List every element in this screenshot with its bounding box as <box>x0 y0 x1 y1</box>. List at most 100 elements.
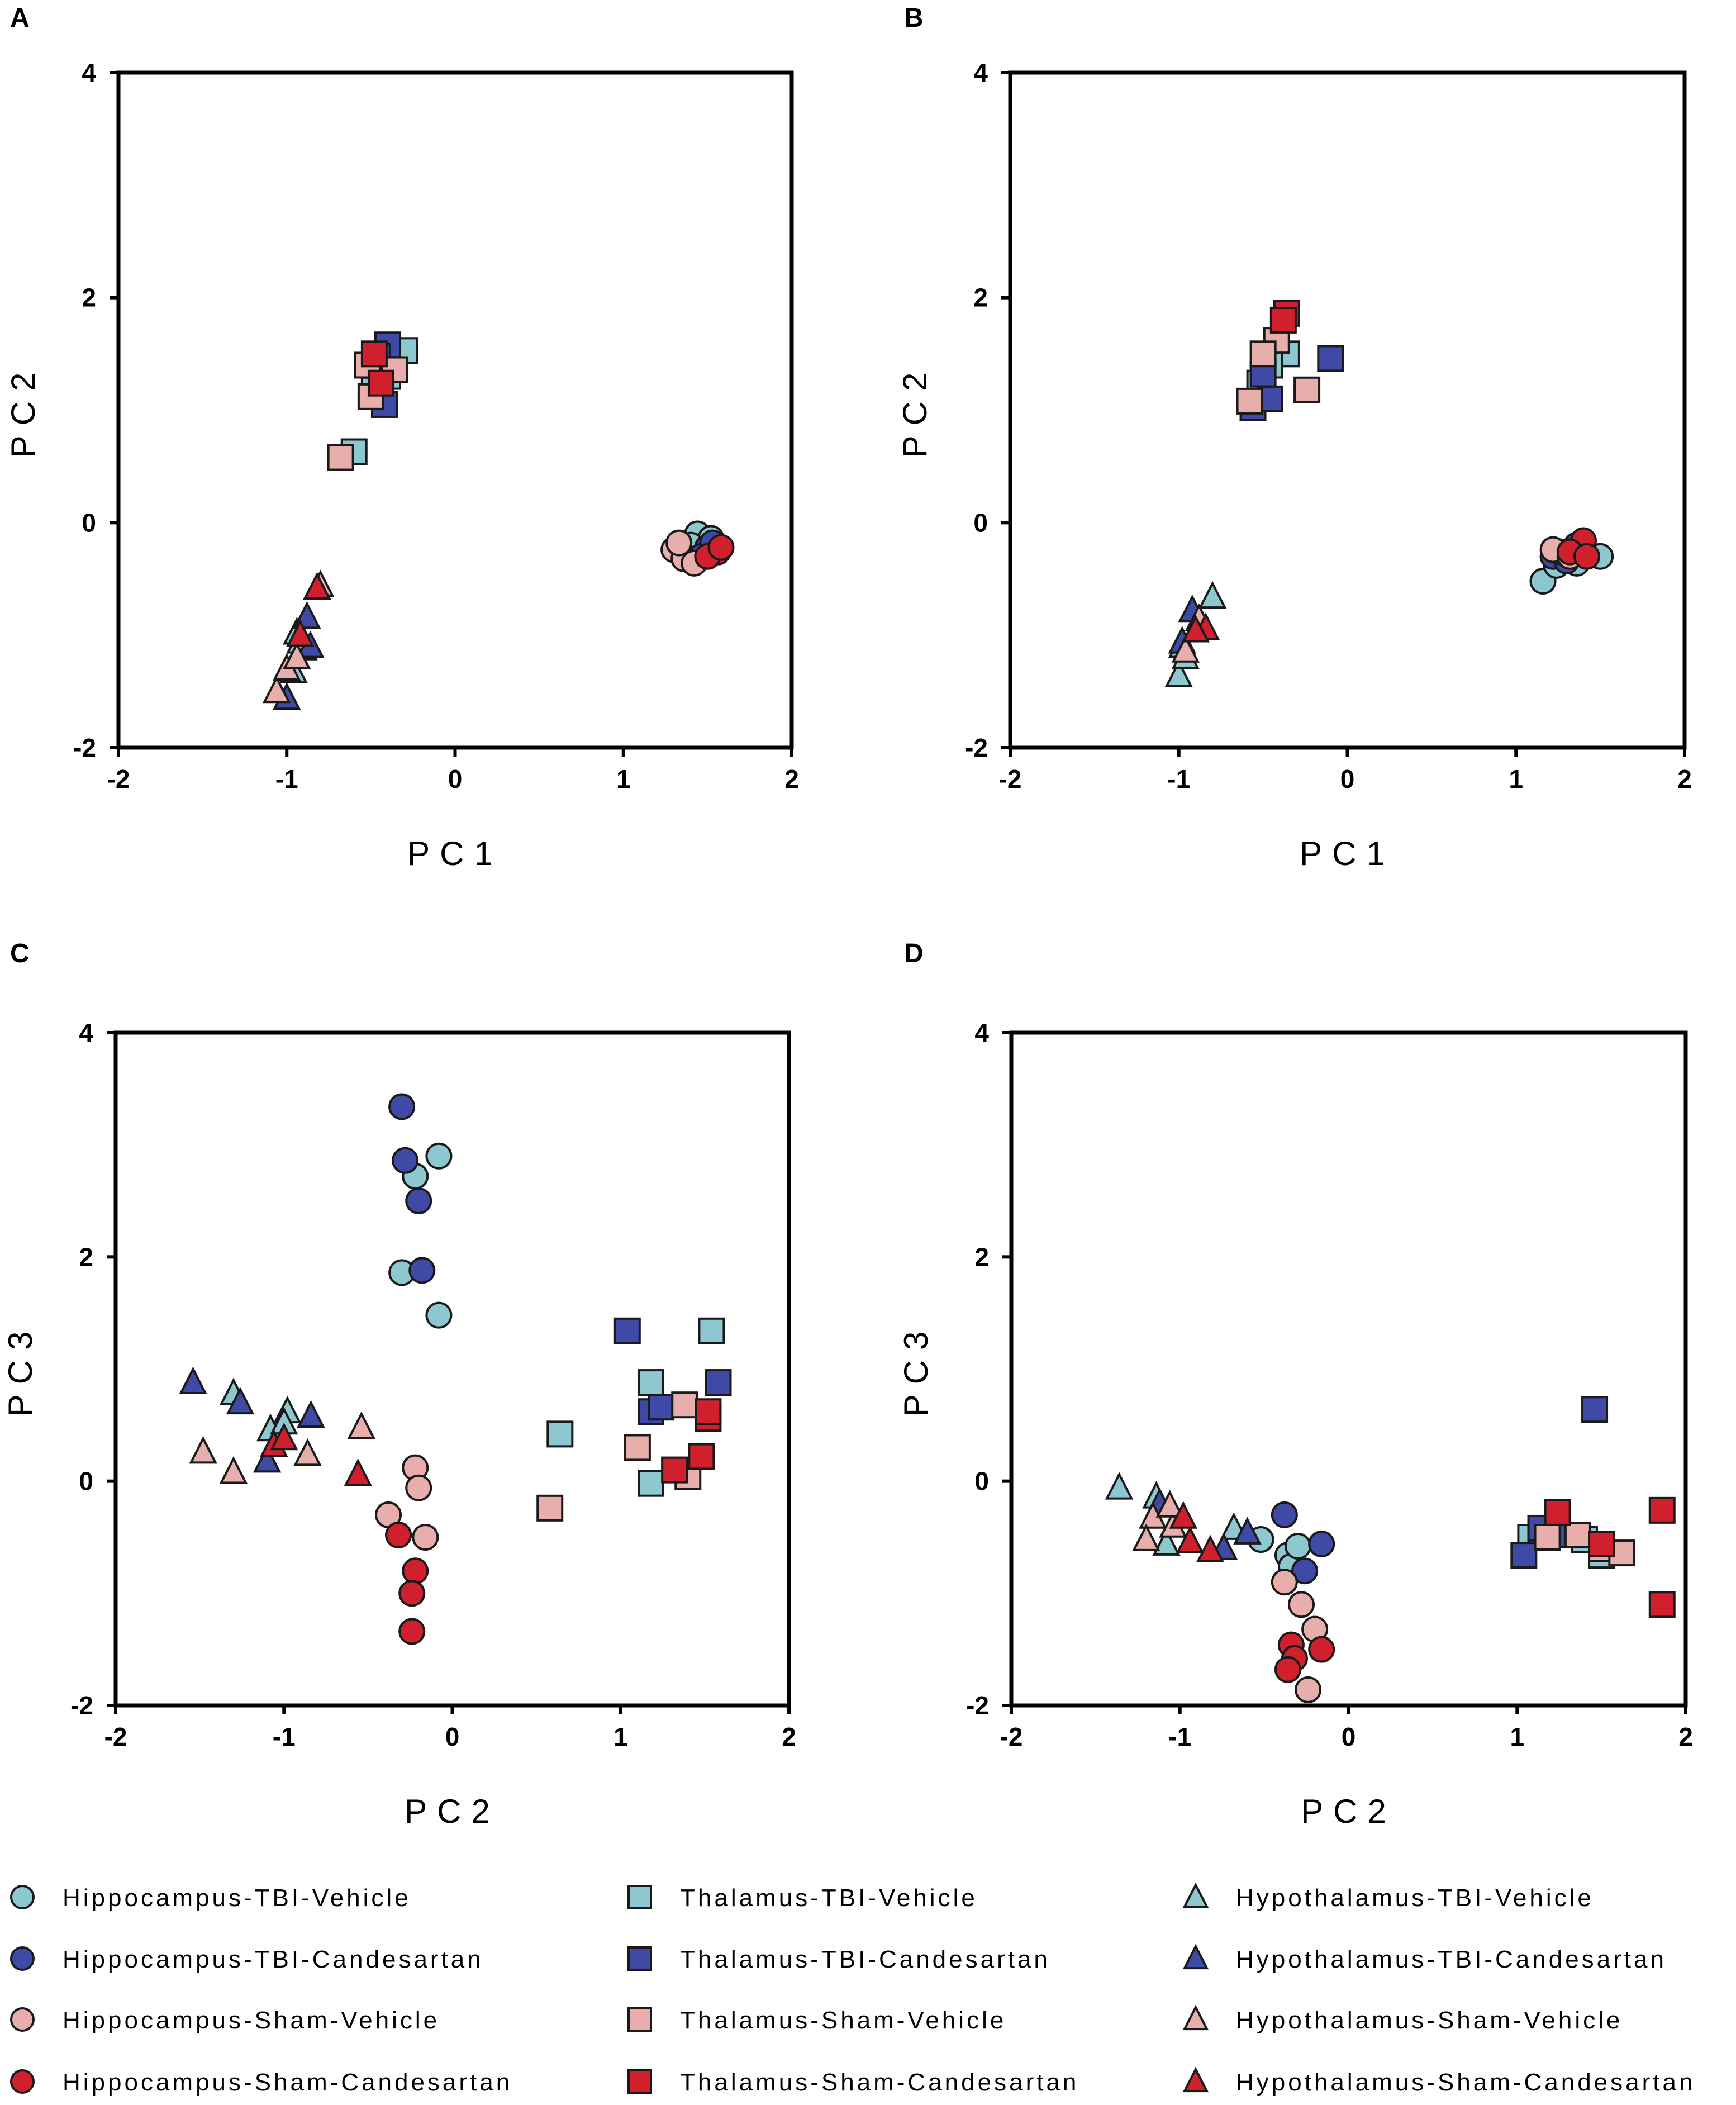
legend-item-thalamus-tbi-candesartan: Thalamus-TBI-Candesartan <box>627 1946 1050 1973</box>
series-hippocampus-sham-candesartan <box>1556 527 1600 570</box>
x-axis-title: PC2 <box>1301 1793 1396 1830</box>
legend-label: Thalamus-Sham-Vehicle <box>680 2007 1006 2034</box>
legend-item-thalamus-sham-candesartan: Thalamus-Sham-Candesartan <box>627 2069 1079 2096</box>
series-hypothalamus-tbi-candesartan <box>179 1366 325 1473</box>
panel-letter: B <box>904 3 924 33</box>
point-hippocampus-tbi-candesartan <box>388 1093 416 1120</box>
point-hypothalamus-tbi-candesartan <box>226 1386 255 1415</box>
point-hippocampus-tbi-vehicle <box>425 1142 453 1170</box>
series-hippocampus-sham-vehicle <box>660 529 708 577</box>
point-thalamus-tbi-candesartan <box>1510 1542 1538 1569</box>
point-thalamus-sham-candesartan <box>688 1443 715 1470</box>
point-hypothalamus-tbi-candesartan <box>297 1400 325 1428</box>
point-hippocampus-sham-vehicle <box>1288 1591 1315 1618</box>
series-thalamus-tbi-candesartan <box>613 1317 732 1425</box>
point-hippocampus-sham-vehicle <box>1271 1569 1298 1596</box>
point-hypothalamus-tbi-candesartan <box>253 1444 282 1473</box>
series-thalamus-tbi-vehicle <box>546 1317 725 1497</box>
point-hypothalamus-tbi-vehicle <box>1152 1528 1181 1556</box>
x-tick-label: 0 <box>1342 1722 1356 1751</box>
point-hypothalamus-sham-candesartan <box>1169 1501 1198 1529</box>
legend-label: Hypothalamus-Sham-Candesartan <box>1236 2069 1695 2096</box>
series-hypothalamus-sham-vehicle <box>189 1411 376 1484</box>
point-hypothalamus-tbi-candesartan <box>1233 1517 1262 1545</box>
point-thalamus-sham-candesartan <box>1588 1531 1615 1558</box>
point-thalamus-sham-candesartan <box>1544 1499 1571 1526</box>
x-tick-label: -2 <box>104 1722 127 1751</box>
legend-marker <box>10 2069 35 2094</box>
x-tick-label: 0 <box>1340 764 1355 793</box>
legend-item-hippocampus-sham-candesartan: Hippocampus-Sham-Candesartan <box>10 2069 512 2096</box>
point-thalamus-sham-vehicle <box>1236 387 1263 415</box>
legend-label: Hippocampus-TBI-Vehicle <box>63 1884 411 1912</box>
y-tick-label: -2 <box>966 1691 989 1720</box>
y-axis-title: PC3 <box>2 1322 39 1417</box>
legend-label: Hippocampus-Sham-Candesartan <box>63 2069 512 2096</box>
plot-frame <box>1008 70 1687 750</box>
point-hippocampus-tbi-candesartan <box>1291 1557 1319 1585</box>
y-tick-label: 4 <box>974 1018 989 1047</box>
y-tick-label: 2 <box>79 1242 93 1271</box>
series-hippocampus-tbi-candesartan <box>1271 1501 1335 1585</box>
point-hypothalamus-sham-vehicle <box>219 1456 248 1484</box>
legend-marker <box>1182 2066 1209 2093</box>
x-tick-label: 2 <box>1677 764 1692 793</box>
point-thalamus-tbi-candesartan <box>1581 1396 1609 1423</box>
x-tick-label: 2 <box>782 1722 796 1751</box>
x-tick-label: -1 <box>1167 764 1190 793</box>
point-thalamus-sham-vehicle <box>327 444 354 471</box>
point-thalamus-sham-vehicle <box>1534 1524 1561 1551</box>
point-hypothalamus-tbi-vehicle <box>1198 581 1227 609</box>
legend-label: Hippocampus-TBI-Candesartan <box>63 1946 484 1973</box>
legend-marker <box>627 2069 652 2094</box>
point-hypothalamus-sham-candesartan <box>303 572 331 600</box>
series-hypothalamus-sham-candesartan <box>259 1422 373 1486</box>
legend-label: Thalamus-TBI-Candesartan <box>680 1946 1050 1973</box>
y-tick-label: 2 <box>82 283 96 312</box>
y-tick-label: -2 <box>965 733 988 762</box>
point-thalamus-sham-vehicle <box>1249 340 1277 368</box>
point-thalamus-sham-vehicle <box>624 1434 651 1461</box>
point-thalamus-sham-candesartan <box>1648 1496 1676 1524</box>
point-thalamus-tbi-candesartan <box>705 1369 732 1396</box>
legend-item-hippocampus-tbi-candesartan: Hippocampus-TBI-Candesartan <box>10 1946 484 1973</box>
panel-d: D -2 -1 0 1 2 -2 0 2 4 PC2 PC3 <box>897 939 1693 1830</box>
point-hypothalamus-sham-candesartan <box>344 1458 373 1486</box>
legend-marker <box>10 1885 35 1909</box>
legend-item-hypothalamus-sham-candesartan: Hypothalamus-Sham-Candesartan <box>1182 2066 1695 2096</box>
point-thalamus-sham-vehicle <box>1564 1521 1591 1548</box>
point-thalamus-tbi-candesartan <box>648 1394 675 1421</box>
point-hippocampus-sham-vehicle <box>1295 1676 1322 1703</box>
point-hippocampus-tbi-vehicle <box>425 1301 453 1329</box>
x-tick-label: 0 <box>448 764 463 793</box>
point-hippocampus-sham-candesartan <box>1274 1656 1301 1683</box>
x-tick-label: -1 <box>273 1722 296 1751</box>
y-tick-label: 0 <box>82 508 96 537</box>
y-tick-label: 2 <box>973 283 988 312</box>
legend-item-hippocampus-sham-vehicle: Hippocampus-Sham-Vehicle <box>10 2007 437 2034</box>
series-thalamus-sham-vehicle <box>536 1391 702 1522</box>
point-thalamus-tbi-candesartan <box>613 1317 641 1344</box>
y-tick-label: 4 <box>82 58 96 87</box>
x-tick-label: -2 <box>999 764 1022 793</box>
y-axis-title: PC2 <box>4 363 42 458</box>
point-hypothalamus-sham-vehicle <box>1171 635 1200 663</box>
legend-label: Thalamus-Sham-Candesartan <box>680 2069 1079 2096</box>
point-hypothalamus-sham-vehicle <box>262 675 291 704</box>
point-hippocampus-tbi-candesartan <box>1271 1501 1298 1528</box>
series-hypothalamus-sham-candesartan <box>286 572 331 647</box>
point-thalamus-sham-candesartan <box>367 369 394 397</box>
legend-marker <box>627 1885 652 1909</box>
legend-label: Hypothalamus-Sham-Vehicle <box>1236 2007 1623 2034</box>
legend-item-hippocampus-tbi-vehicle: Hippocampus-TBI-Vehicle <box>10 1884 411 1912</box>
point-thalamus-sham-vehicle <box>671 1391 698 1419</box>
series-hippocampus-sham-vehicle <box>1271 1569 1329 1703</box>
panel-c: C -2 -1 0 1 2 -2 0 2 4 PC2 PC3 <box>2 939 796 1830</box>
point-hypothalamus-sham-vehicle <box>189 1436 217 1464</box>
legend-marker <box>10 1946 35 1971</box>
x-tick-label: 2 <box>784 764 799 793</box>
point-thalamus-tbi-vehicle <box>698 1317 725 1344</box>
point-hippocampus-sham-candesartan <box>1308 1636 1335 1663</box>
x-tick-label: 1 <box>1509 764 1523 793</box>
point-hippocampus-sham-candesartan <box>398 1580 426 1607</box>
